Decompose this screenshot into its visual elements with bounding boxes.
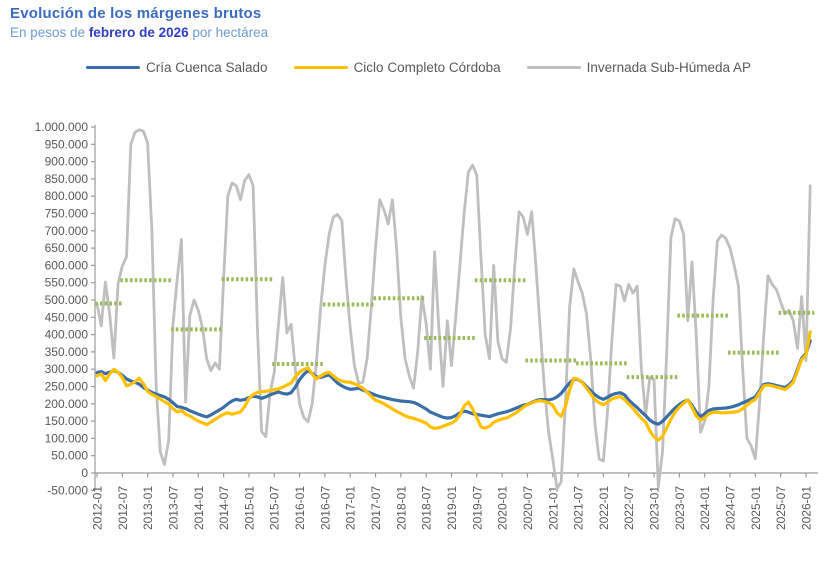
annual-average-segments (95, 277, 815, 380)
x-tick-label: 2024-07 (724, 486, 738, 530)
x-tick-label: 2015-01 (242, 486, 256, 530)
series-invernada-line (95, 128, 812, 491)
y-tick-label: 550.000 (45, 276, 89, 290)
y-tick-label: 300.000 (45, 362, 89, 376)
x-tick-label: 2017-07 (369, 486, 383, 530)
x-tick-label: 2012-01 (91, 486, 105, 530)
cria-line-swatch (85, 65, 140, 70)
x-tick-label: 2014-07 (217, 486, 231, 530)
chart-title: Evolución de los márgenes brutos (10, 5, 262, 22)
y-tick-label: 600.000 (45, 258, 89, 272)
y-tick-label: 150.000 (45, 414, 89, 428)
x-tick-label: 2016-07 (318, 486, 332, 530)
y-tick-label: 1.000.000 (35, 120, 89, 134)
y-tick-label: 50.000 (51, 449, 88, 463)
legend-item-ciclo: Ciclo Completo Córdoba (293, 60, 501, 75)
legend-item-invernada: Invernada Sub-Húmeda AP (526, 60, 751, 75)
y-axis-ticks: -50.000 0 50.000 100.000 150.000 200.000 250.0… (35, 120, 95, 497)
x-tick-label: 2013-01 (141, 486, 155, 530)
x-axis-ticks: 2012-01 2012-07 2013-01 2013-07 2014-01 2014-… (91, 473, 813, 530)
chart-subtitle: En pesos de febrero de 2026 por hectárea (10, 25, 268, 40)
x-tick-label: 2019-01 (445, 486, 459, 530)
x-tick-label: 2018-07 (420, 486, 434, 530)
x-tick-label: 2014-01 (192, 486, 206, 530)
y-tick-label: 750.000 (45, 207, 89, 221)
invernada-line-swatch (526, 65, 581, 70)
y-tick-label: 700.000 (45, 224, 89, 238)
axes (94, 125, 818, 491)
x-tick-label: 2021-07 (572, 486, 586, 530)
legend-label-cria: Cría Cuenca Salado (145, 60, 268, 75)
x-tick-label: 2025-07 (774, 486, 788, 530)
y-tick-label: 800.000 (45, 189, 89, 203)
y-tick-label: 900.000 (45, 155, 89, 169)
y-tick-label: 850.000 (45, 172, 89, 186)
chart-legend: Cría Cuenca Salado Ciclo Completo Córdob… (0, 60, 837, 75)
legend-label-ciclo: Ciclo Completo Córdoba (353, 60, 501, 75)
chart-header: Evolución de los márgenes brutos En peso… (10, 5, 268, 40)
x-tick-label: 2020-07 (521, 486, 535, 530)
x-tick-label: 2013-07 (166, 486, 180, 530)
x-tick-label: 2020-01 (496, 486, 510, 530)
x-tick-label: 2023-07 (673, 486, 687, 530)
y-tick-label: 400.000 (45, 328, 89, 342)
y-tick-label: 100.000 (45, 431, 89, 445)
subtitle-prefix: En pesos de (10, 25, 89, 40)
x-tick-label: 2023-01 (648, 486, 662, 530)
x-tick-label: 2016-01 (293, 486, 307, 530)
x-tick-label: 2022-01 (597, 486, 611, 530)
x-tick-label: 2019-07 (470, 486, 484, 530)
y-tick-label: 650.000 (45, 241, 89, 255)
y-tick-label: 450.000 (45, 310, 89, 324)
legend-item-cria: Cría Cuenca Salado (85, 60, 268, 75)
y-tick-label: 500.000 (45, 293, 89, 307)
ciclo-line-swatch (293, 65, 348, 70)
x-tick-label: 2025-01 (749, 486, 763, 530)
x-tick-label: 2017-01 (344, 486, 358, 530)
y-tick-label: -50.000 (47, 483, 88, 497)
series-ciclo-line (95, 330, 812, 442)
y-tick-label: 200.000 (45, 397, 89, 411)
subtitle-suffix: por hectárea (188, 25, 269, 40)
subtitle-reference-date: febrero de 2026 (88, 25, 189, 40)
x-tick-label: 2012-07 (116, 486, 130, 530)
x-tick-label: 2021-01 (546, 486, 560, 530)
x-tick-label: 2026-01 (799, 486, 813, 530)
y-tick-label: 250.000 (45, 380, 89, 394)
y-tick-label: 0 (81, 466, 88, 480)
x-tick-label: 2022-07 (622, 486, 636, 530)
y-tick-label: 950.000 (45, 137, 89, 151)
x-tick-label: 2018-01 (394, 486, 408, 530)
x-tick-label: 2024-01 (698, 486, 712, 530)
y-tick-label: 350.000 (45, 345, 89, 359)
x-tick-label: 2015-07 (268, 486, 282, 530)
legend-label-invernada: Invernada Sub-Húmeda AP (586, 60, 751, 75)
